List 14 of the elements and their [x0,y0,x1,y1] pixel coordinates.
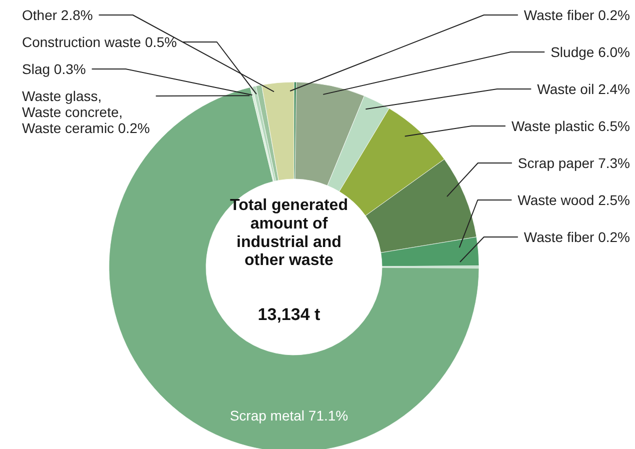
slice-label: Slag 0.3% [22,60,86,77]
slice-label: Waste oil 2.4% [537,80,630,97]
slice-label: Waste glass, Waste concrete, Waste ceramic 0.2% [22,88,150,136]
slice-label: Construction waste 0.5% [22,34,177,50]
slice-label: Waste wood 2.5% [518,192,630,208]
text: 13,134 t [258,305,321,324]
slice-label: Waste fiber 0.2% [524,228,630,245]
slice-label: Waste fiber 0.2% [524,6,630,23]
slice-label: Scrap metal 71.1% [230,407,348,424]
text: Total generated amount of industrial and other waste [230,197,348,270]
slice-label: Scrap paper 7.3% [518,154,630,171]
slice-label: Waste plastic 6.5% [511,118,630,134]
slice-label: Other 2.8% [22,6,93,23]
slice-label: Sludge 6.0% [550,44,630,60]
